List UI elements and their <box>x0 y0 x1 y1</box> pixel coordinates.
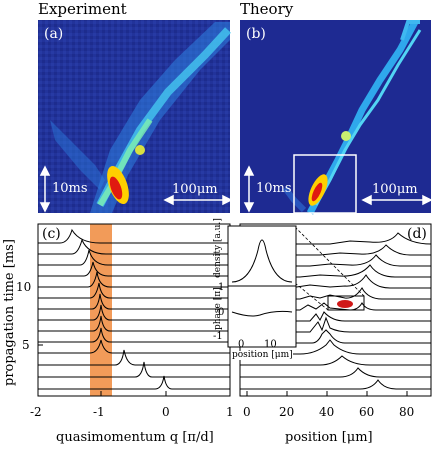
panel-c-xtick: 1 <box>226 405 234 419</box>
panel-d-plot <box>239 223 432 397</box>
panel-label-b: (b) <box>246 26 266 42</box>
panel-a-map <box>38 20 231 213</box>
title-experiment: Experiment <box>38 0 127 18</box>
panel-d-xtick: 80 <box>399 405 415 419</box>
panel-d-xlabel: position [μm] <box>285 430 373 445</box>
highlight-band <box>90 224 112 396</box>
inset-xtick: 0 <box>238 339 245 350</box>
title-theory: Theory <box>240 0 294 18</box>
scale-arrows <box>39 165 433 213</box>
scale-time-b: 10ms <box>256 181 292 196</box>
panel-label-c: (c) <box>42 226 61 242</box>
panel-b-map <box>240 20 431 215</box>
inset-ylabel-density: density [a.u.] <box>213 218 223 278</box>
panel-c-xtick: 0 <box>162 405 170 419</box>
panel-c-plot <box>37 223 231 397</box>
inset-ytick: -1 <box>213 331 223 342</box>
panel-c-xtick: -1 <box>93 405 105 419</box>
panel-label-d: (d) <box>407 226 427 242</box>
panel-c-ytick-5: 5 <box>22 338 30 352</box>
inset-peak <box>337 300 353 308</box>
panel-d-xtick: 0 <box>243 405 251 419</box>
inset <box>227 225 297 348</box>
inset-ytick: 0 <box>218 307 225 318</box>
inset-zoom-box <box>327 295 365 311</box>
inset-ytick: 1 <box>218 282 225 293</box>
inset-xtick: 10 <box>264 339 277 350</box>
panel-c-xtick: -2 <box>30 405 42 419</box>
panel-label-a: (a) <box>44 26 64 42</box>
zoom-box <box>293 154 357 214</box>
panel-d-xtick: 60 <box>359 405 375 419</box>
panel-c-ytick-10: 10 <box>16 280 32 294</box>
inset-xlabel: position [μm] <box>232 350 293 360</box>
panel-c-xlabel: quasimomentum q [π/d] <box>56 430 214 445</box>
panel-c-ylabel: propagation time [ms] <box>2 239 17 386</box>
panel-d-xtick: 20 <box>279 405 295 419</box>
scale-time-a: 10ms <box>52 181 88 196</box>
scale-space-a: 100μm <box>172 182 218 197</box>
panel-d-xtick: 40 <box>319 405 335 419</box>
scale-space-b: 100μm <box>372 182 418 197</box>
